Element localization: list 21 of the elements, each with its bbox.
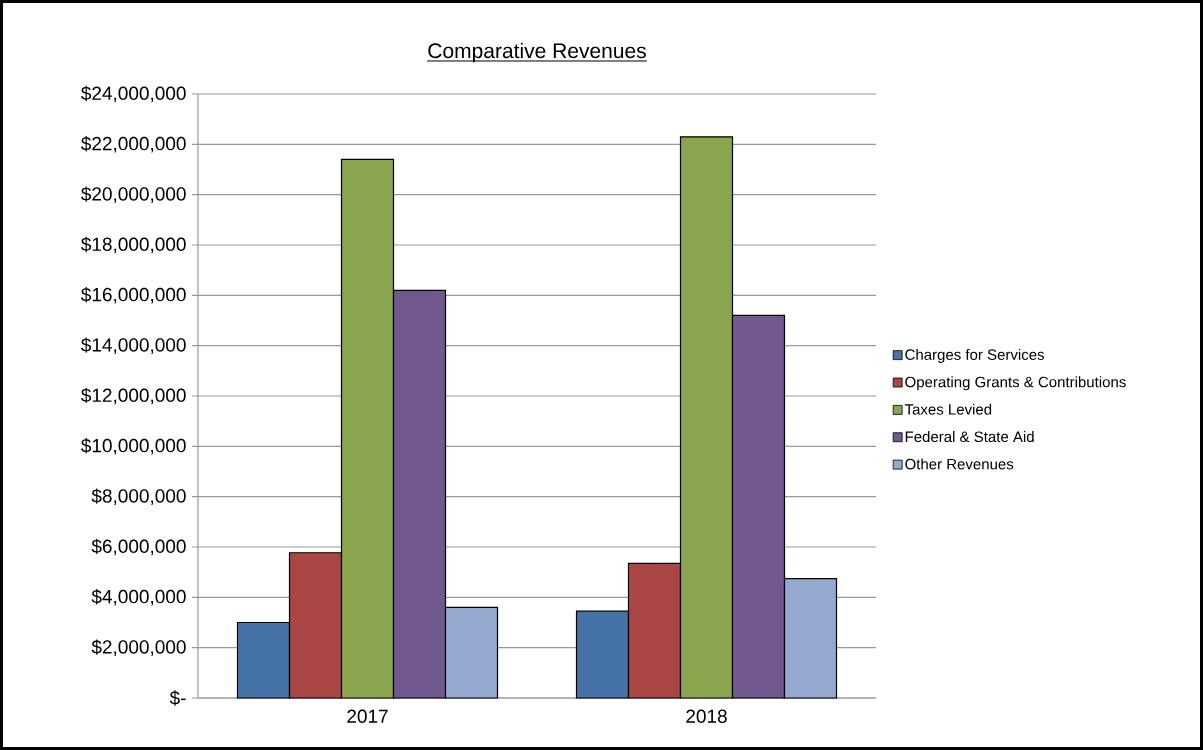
y-tick-label: $2,000,000: [91, 639, 186, 656]
x-tick-label: 2017: [347, 709, 388, 723]
y-tick-label: $20,000,000: [81, 186, 186, 203]
y-tick-label: $8,000,000: [91, 488, 186, 505]
y-tick-label: $-: [169, 690, 186, 706]
legend-label: Operating Grants & Contributions: [905, 376, 1126, 391]
legend-label: Charges for Services: [905, 348, 1045, 363]
y-tick-label: $14,000,000: [81, 337, 186, 354]
y-tick-label: $22,000,000: [81, 136, 186, 153]
y-tick-label: $6,000,000: [91, 538, 186, 556]
y-tick-label: $16,000,000: [81, 287, 186, 304]
y-tick-label: $10,000,000: [81, 438, 186, 455]
legend-label: Federal & State Aid: [905, 431, 1034, 443]
y-tick-label: $4,000,000: [91, 589, 186, 606]
y-tick-label: $24,000,000: [81, 85, 186, 103]
legend-label: Other Revenues: [905, 458, 1014, 470]
y-tick-label: $18,000,000: [81, 236, 186, 254]
legend-label: Taxes Levied: [904, 403, 992, 415]
y-tick-label: $12,000,000: [81, 387, 186, 405]
x-tick-label: 2018: [686, 709, 727, 723]
chart-title: Comparative Revenues: [428, 42, 646, 63]
